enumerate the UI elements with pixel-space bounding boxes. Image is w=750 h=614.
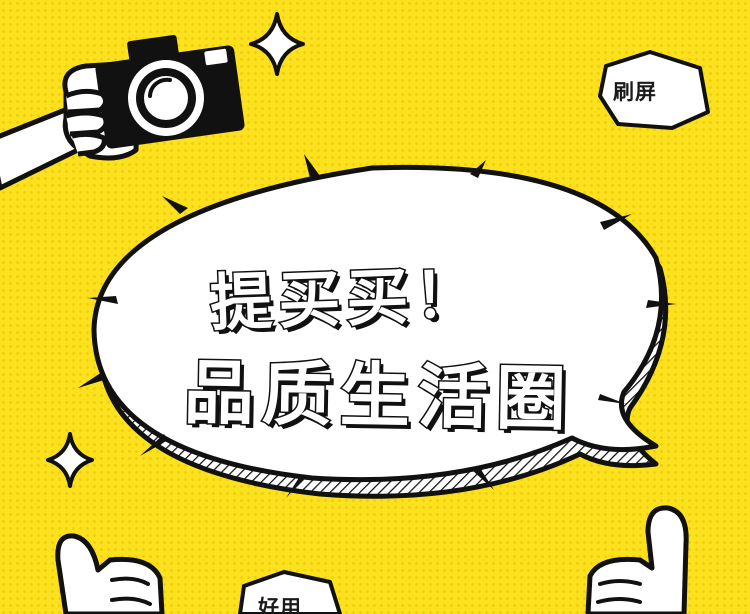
speech-bubble	[78, 154, 676, 499]
headline-line1: 提买买！	[208, 256, 485, 341]
badge-label-top: 刷屏	[613, 80, 657, 104]
badge-shape-bottom	[238, 570, 342, 614]
badge-label-bottom: 好用	[258, 596, 302, 614]
camera-hand-fingers	[64, 88, 109, 157]
camera-icon	[95, 35, 245, 149]
badge-shape-top	[598, 50, 710, 130]
sparkle-icon	[249, 12, 305, 76]
thumbs-up-icon-right	[585, 505, 689, 614]
headline-line2: 品质生活圈	[182, 350, 576, 442]
sparkle-icon-small	[46, 432, 94, 488]
thumbs-up-icon	[55, 533, 165, 614]
